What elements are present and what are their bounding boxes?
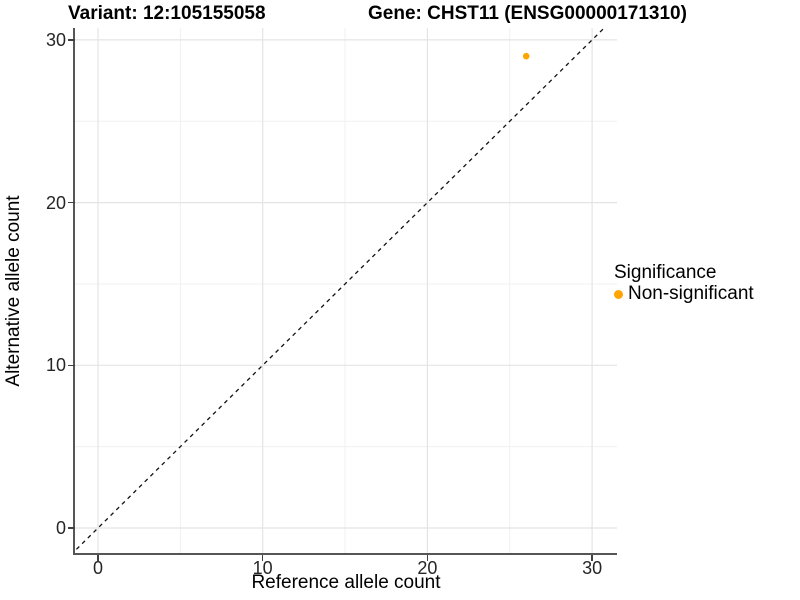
x-axis-tick-label: 10	[252, 558, 273, 578]
x-axis-tick	[97, 555, 99, 561]
y-axis-tick	[68, 201, 75, 204]
x-axis-tick-label: 20	[417, 558, 438, 578]
y-axis-tick-label: 20	[45, 192, 66, 213]
y-axis-tick	[68, 527, 75, 529]
x-axis-tick-label: 0	[92, 558, 103, 578]
y-axis-tick-label: 10	[45, 355, 66, 376]
x-axis-title: Reference allele count	[251, 572, 441, 593]
x-axis-tick	[261, 555, 264, 561]
legend-title: Significance	[614, 262, 717, 283]
plot-panel	[73, 28, 617, 555]
data-point	[522, 52, 530, 60]
x-axis-tick-label: 30	[582, 558, 603, 578]
plot-title-gene: Gene: CHST11 (ENSG00000171310)	[368, 3, 687, 24]
legend-point-icon	[614, 289, 623, 299]
identity-dashed-line	[75, 28, 606, 552]
y-axis-tick	[68, 364, 75, 367]
plot-area-svg	[75, 28, 617, 553]
y-axis-tick-label: 0	[55, 518, 66, 538]
y-axis-tick-label: 30	[45, 29, 66, 50]
plot-title-variant: Variant: 12:105155058	[68, 3, 266, 24]
y-axis-title: Alternative allele count	[3, 195, 24, 387]
legend-item-label: Non-significant	[628, 283, 754, 304]
legend-item-non-significant: Non-significant	[614, 284, 796, 304]
y-axis-tick	[68, 39, 75, 41]
x-axis-tick	[426, 555, 429, 561]
x-axis-tick	[591, 555, 593, 561]
legend: Significance Non-significant	[614, 262, 796, 304]
